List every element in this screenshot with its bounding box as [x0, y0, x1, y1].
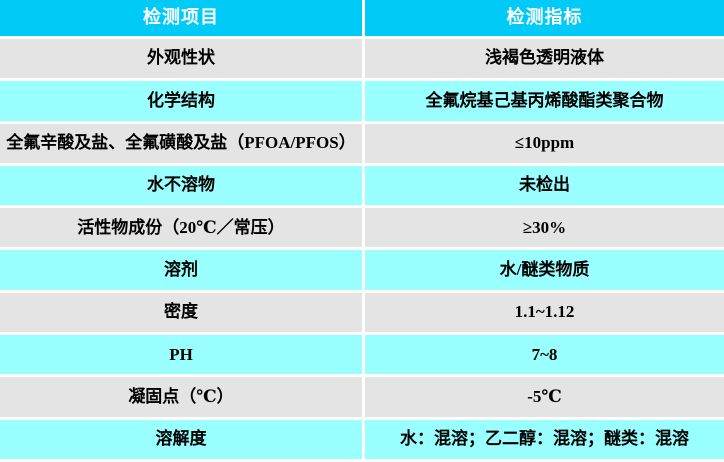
row-item-cell: 全氟辛酸及盐、全氟磺酸及盐（PFOA/PFOS） [0, 123, 362, 163]
row-value-cell: ≤10ppm [365, 123, 724, 163]
row-value-cell: ≥30% [365, 208, 724, 248]
row-item-cell: 活性物成份（20℃／常压） [0, 208, 362, 248]
row-item-cell: 水不溶物 [0, 165, 362, 206]
row-item-cell: 凝固点（℃） [0, 377, 362, 417]
row-value-cell: 未检出 [365, 165, 724, 206]
row-item-cell: 溶剂 [0, 250, 362, 290]
row-item-cell: 化学结构 [0, 81, 362, 121]
row-value-cell: 水：混溶；乙二醇：混溶；醚类：混溶 [365, 419, 724, 459]
row-item-cell: 溶解度 [0, 419, 362, 459]
row-value-cell: 浅褐色透明液体 [365, 39, 724, 79]
row-value-cell: 1.1~1.12 [365, 292, 724, 333]
row-value-cell: 水/醚类物质 [365, 250, 724, 290]
column-header-test-indicator: 检测指标 [365, 0, 724, 36]
row-item-cell: PH [0, 335, 362, 375]
row-value-cell: 全氟烷基己基丙烯酸酯类聚合物 [365, 81, 724, 121]
row-item-cell: 密度 [0, 292, 362, 333]
row-item-cell: 外观性状 [0, 39, 362, 79]
row-value-cell: 7~8 [365, 335, 724, 375]
column-header-test-item: 检测项目 [0, 0, 362, 36]
row-value-cell: -5℃ [365, 377, 724, 417]
